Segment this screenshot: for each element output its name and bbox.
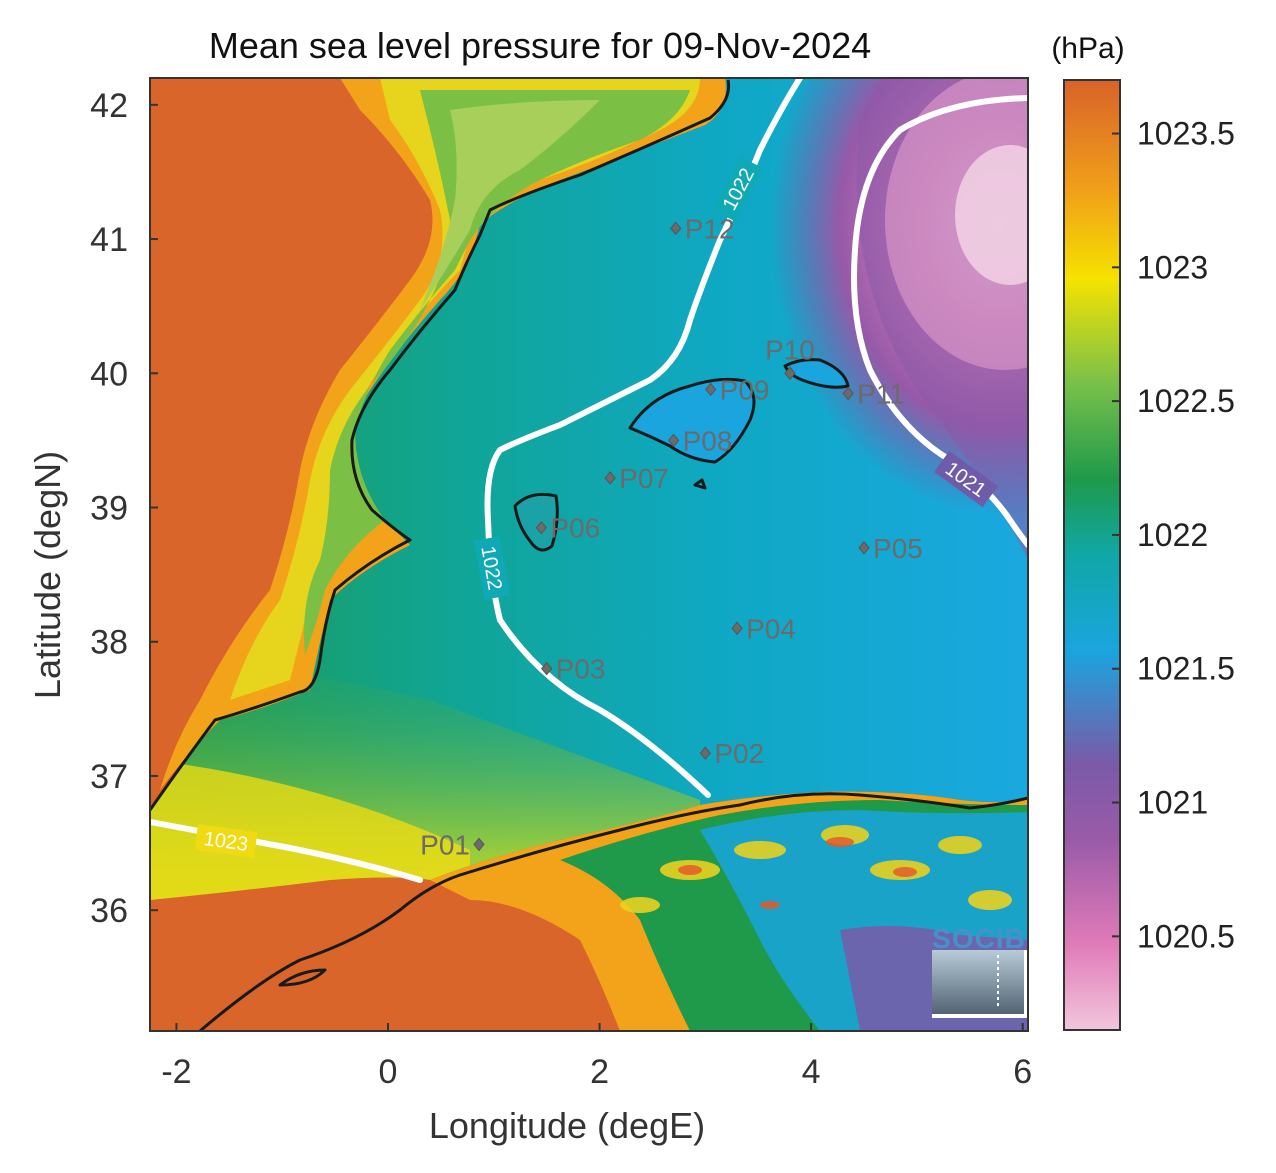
- station-label-p01: P01: [420, 829, 470, 860]
- station-marker-p10: [784, 366, 796, 381]
- y-tick-label: 39: [90, 490, 128, 528]
- station-label-p06: P06: [550, 513, 600, 544]
- y-tick-label: 37: [90, 758, 128, 796]
- y-tick-label: 40: [90, 355, 128, 393]
- y-tick-label: 38: [90, 624, 128, 662]
- station-label-p05: P05: [873, 533, 923, 564]
- station-marker-p06: [535, 520, 548, 535]
- colorbar-ticks: 1023.5 1023 1022.5 1022 1021.5 1021 1020.5: [1112, 116, 1235, 954]
- station-marker-p04: [731, 621, 743, 636]
- y-axis-label: Latitude (degN): [27, 451, 68, 699]
- colorbar-tick-label: 1021.5: [1137, 651, 1235, 687]
- station-markers: P01 P02 P03 P04 P05 P06 P07 P08 P09 P10 P11 P12: [420, 213, 923, 860]
- colorbar-tick-label: 1020.5: [1137, 918, 1235, 954]
- station-label-p03: P03: [556, 654, 606, 685]
- y-axis-ticks: 42 41 40 39 38 37 36: [90, 87, 158, 930]
- isobar-1022-line: [484, 78, 803, 798]
- y-tick-label: 42: [90, 87, 128, 125]
- x-tick-label: 4: [802, 1053, 821, 1091]
- station-label-p11: P11: [857, 378, 905, 409]
- station-marker-p12: [670, 221, 682, 236]
- x-axis-label: Longitude (degE): [429, 1105, 705, 1146]
- station-label-p12: P12: [685, 213, 735, 244]
- station-marker-p08: [667, 433, 680, 448]
- station-label-p08: P08: [683, 425, 733, 456]
- socib-logo: SOCIB: [932, 923, 1028, 1018]
- station-label-p07: P07: [619, 463, 669, 494]
- station-label-p09: P09: [720, 374, 770, 405]
- x-tick-label: 0: [379, 1053, 398, 1091]
- x-tick-label: 2: [590, 1053, 609, 1091]
- colorbar-tick-label: 1021: [1137, 785, 1208, 821]
- map-axes-frame: [149, 77, 1029, 1032]
- x-axis-ticks: -2 0 2 4 6: [161, 1023, 1032, 1091]
- colorbar-tick-label: 1023.5: [1137, 116, 1235, 152]
- isobar-1021-line: [851, 95, 1028, 548]
- map-title: Mean sea level pressure for 09-Nov-2024: [209, 25, 871, 66]
- isobar-1023-line: [150, 819, 423, 883]
- station-label-p10: P10: [765, 334, 815, 365]
- station-marker-p09: [705, 382, 717, 397]
- x-tick-label: -2: [161, 1053, 191, 1091]
- station-marker-p03: [541, 661, 553, 676]
- colorbar-tick-label: 1023: [1137, 249, 1208, 285]
- station-marker-p07: [604, 471, 616, 485]
- colorbar-tick-label: 1022: [1137, 517, 1208, 553]
- station-label-p04: P04: [746, 613, 796, 644]
- y-tick-label: 36: [90, 892, 128, 930]
- station-label-p02: P02: [714, 738, 764, 769]
- colorbar-tick-label: 1022.5: [1137, 383, 1235, 419]
- station-marker-p05: [858, 541, 870, 555]
- colorbar-unit: (hPa): [1051, 32, 1124, 65]
- socib-logo-text: SOCIB: [932, 923, 1026, 954]
- station-marker-p02: [699, 746, 712, 760]
- pressure-field: 1022 1022 1021 1023 P01P02P03P04P05P06P0…: [150, 78, 1028, 1031]
- station-marker-p01: [473, 837, 485, 852]
- station-marker-p11: [842, 386, 854, 401]
- x-tick-label: 6: [1013, 1053, 1032, 1091]
- colorbar: [1063, 79, 1121, 1031]
- y-tick-label: 41: [90, 221, 128, 259]
